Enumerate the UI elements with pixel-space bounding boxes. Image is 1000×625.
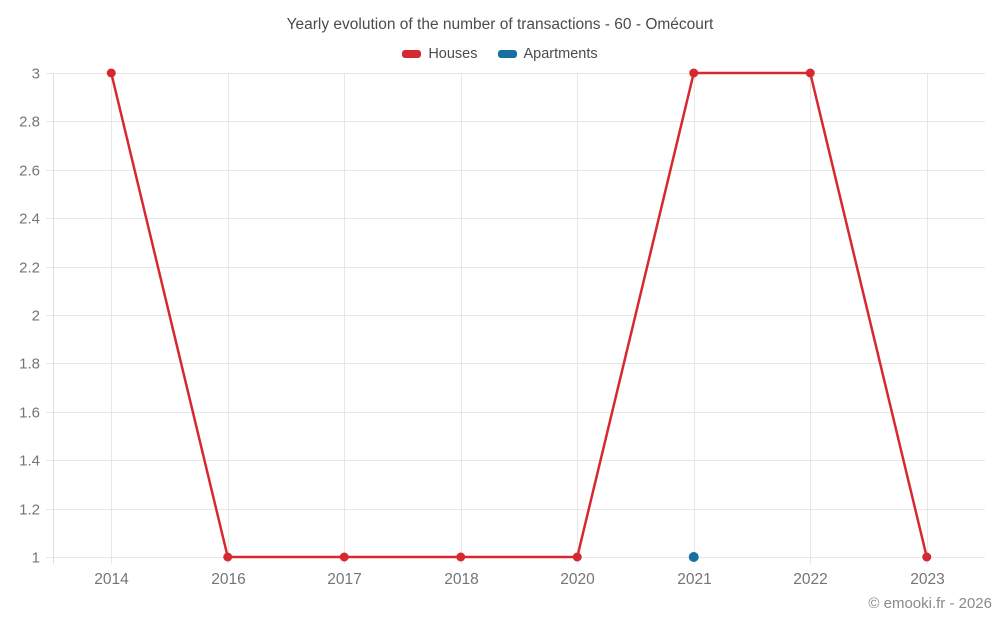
- legend: Houses Apartments: [0, 46, 1000, 62]
- y-tick-label: 1.8: [19, 356, 40, 373]
- data-point-houses[interactable]: [689, 68, 699, 78]
- x-tick-label: 2014: [94, 571, 129, 588]
- y-tick-label: 1: [32, 550, 40, 567]
- legend-label: Apartments: [523, 46, 598, 62]
- x-tick-label: 2022: [793, 571, 827, 588]
- y-tick-label: 2.6: [19, 163, 40, 180]
- data-point-houses[interactable]: [922, 552, 932, 562]
- legend-item-houses[interactable]: Houses: [402, 46, 478, 62]
- y-tick-label: 2.8: [19, 114, 40, 131]
- x-tick-label: 2021: [677, 571, 711, 588]
- data-point-houses[interactable]: [106, 68, 116, 78]
- y-tick-label: 1.2: [19, 502, 40, 519]
- x-tick-label: 2020: [560, 571, 595, 588]
- y-tick-label: 1.6: [19, 405, 40, 422]
- watermark: © emooki.fr - 2026: [868, 595, 992, 612]
- x-tick-label: 2017: [327, 571, 361, 588]
- y-tick-label: 2.2: [19, 260, 40, 277]
- series-line-houses: [110, 71, 928, 559]
- legend-swatch-houses: [402, 50, 422, 58]
- data-point-houses[interactable]: [339, 552, 349, 562]
- y-tick-label: 2: [32, 308, 40, 325]
- legend-label: Houses: [428, 46, 478, 62]
- y-tick-label: 2.4: [19, 211, 40, 228]
- data-point-houses[interactable]: [456, 552, 466, 562]
- data-point-houses[interactable]: [572, 552, 582, 562]
- x-tick-label: 2016: [211, 571, 245, 588]
- legend-item-apartments[interactable]: Apartments: [497, 46, 598, 62]
- data-point-houses[interactable]: [805, 68, 815, 78]
- x-tick-label: 2023: [910, 571, 944, 588]
- data-point-houses[interactable]: [223, 552, 233, 562]
- legend-swatch-apartments: [497, 50, 517, 58]
- x-tick-label: 2018: [444, 571, 478, 588]
- y-tick-label: 1.4: [19, 453, 40, 470]
- data-point-apartments[interactable]: [688, 552, 699, 562]
- chart-title: Yearly evolution of the number of transa…: [286, 16, 714, 33]
- y-tick-label: 3: [32, 66, 40, 83]
